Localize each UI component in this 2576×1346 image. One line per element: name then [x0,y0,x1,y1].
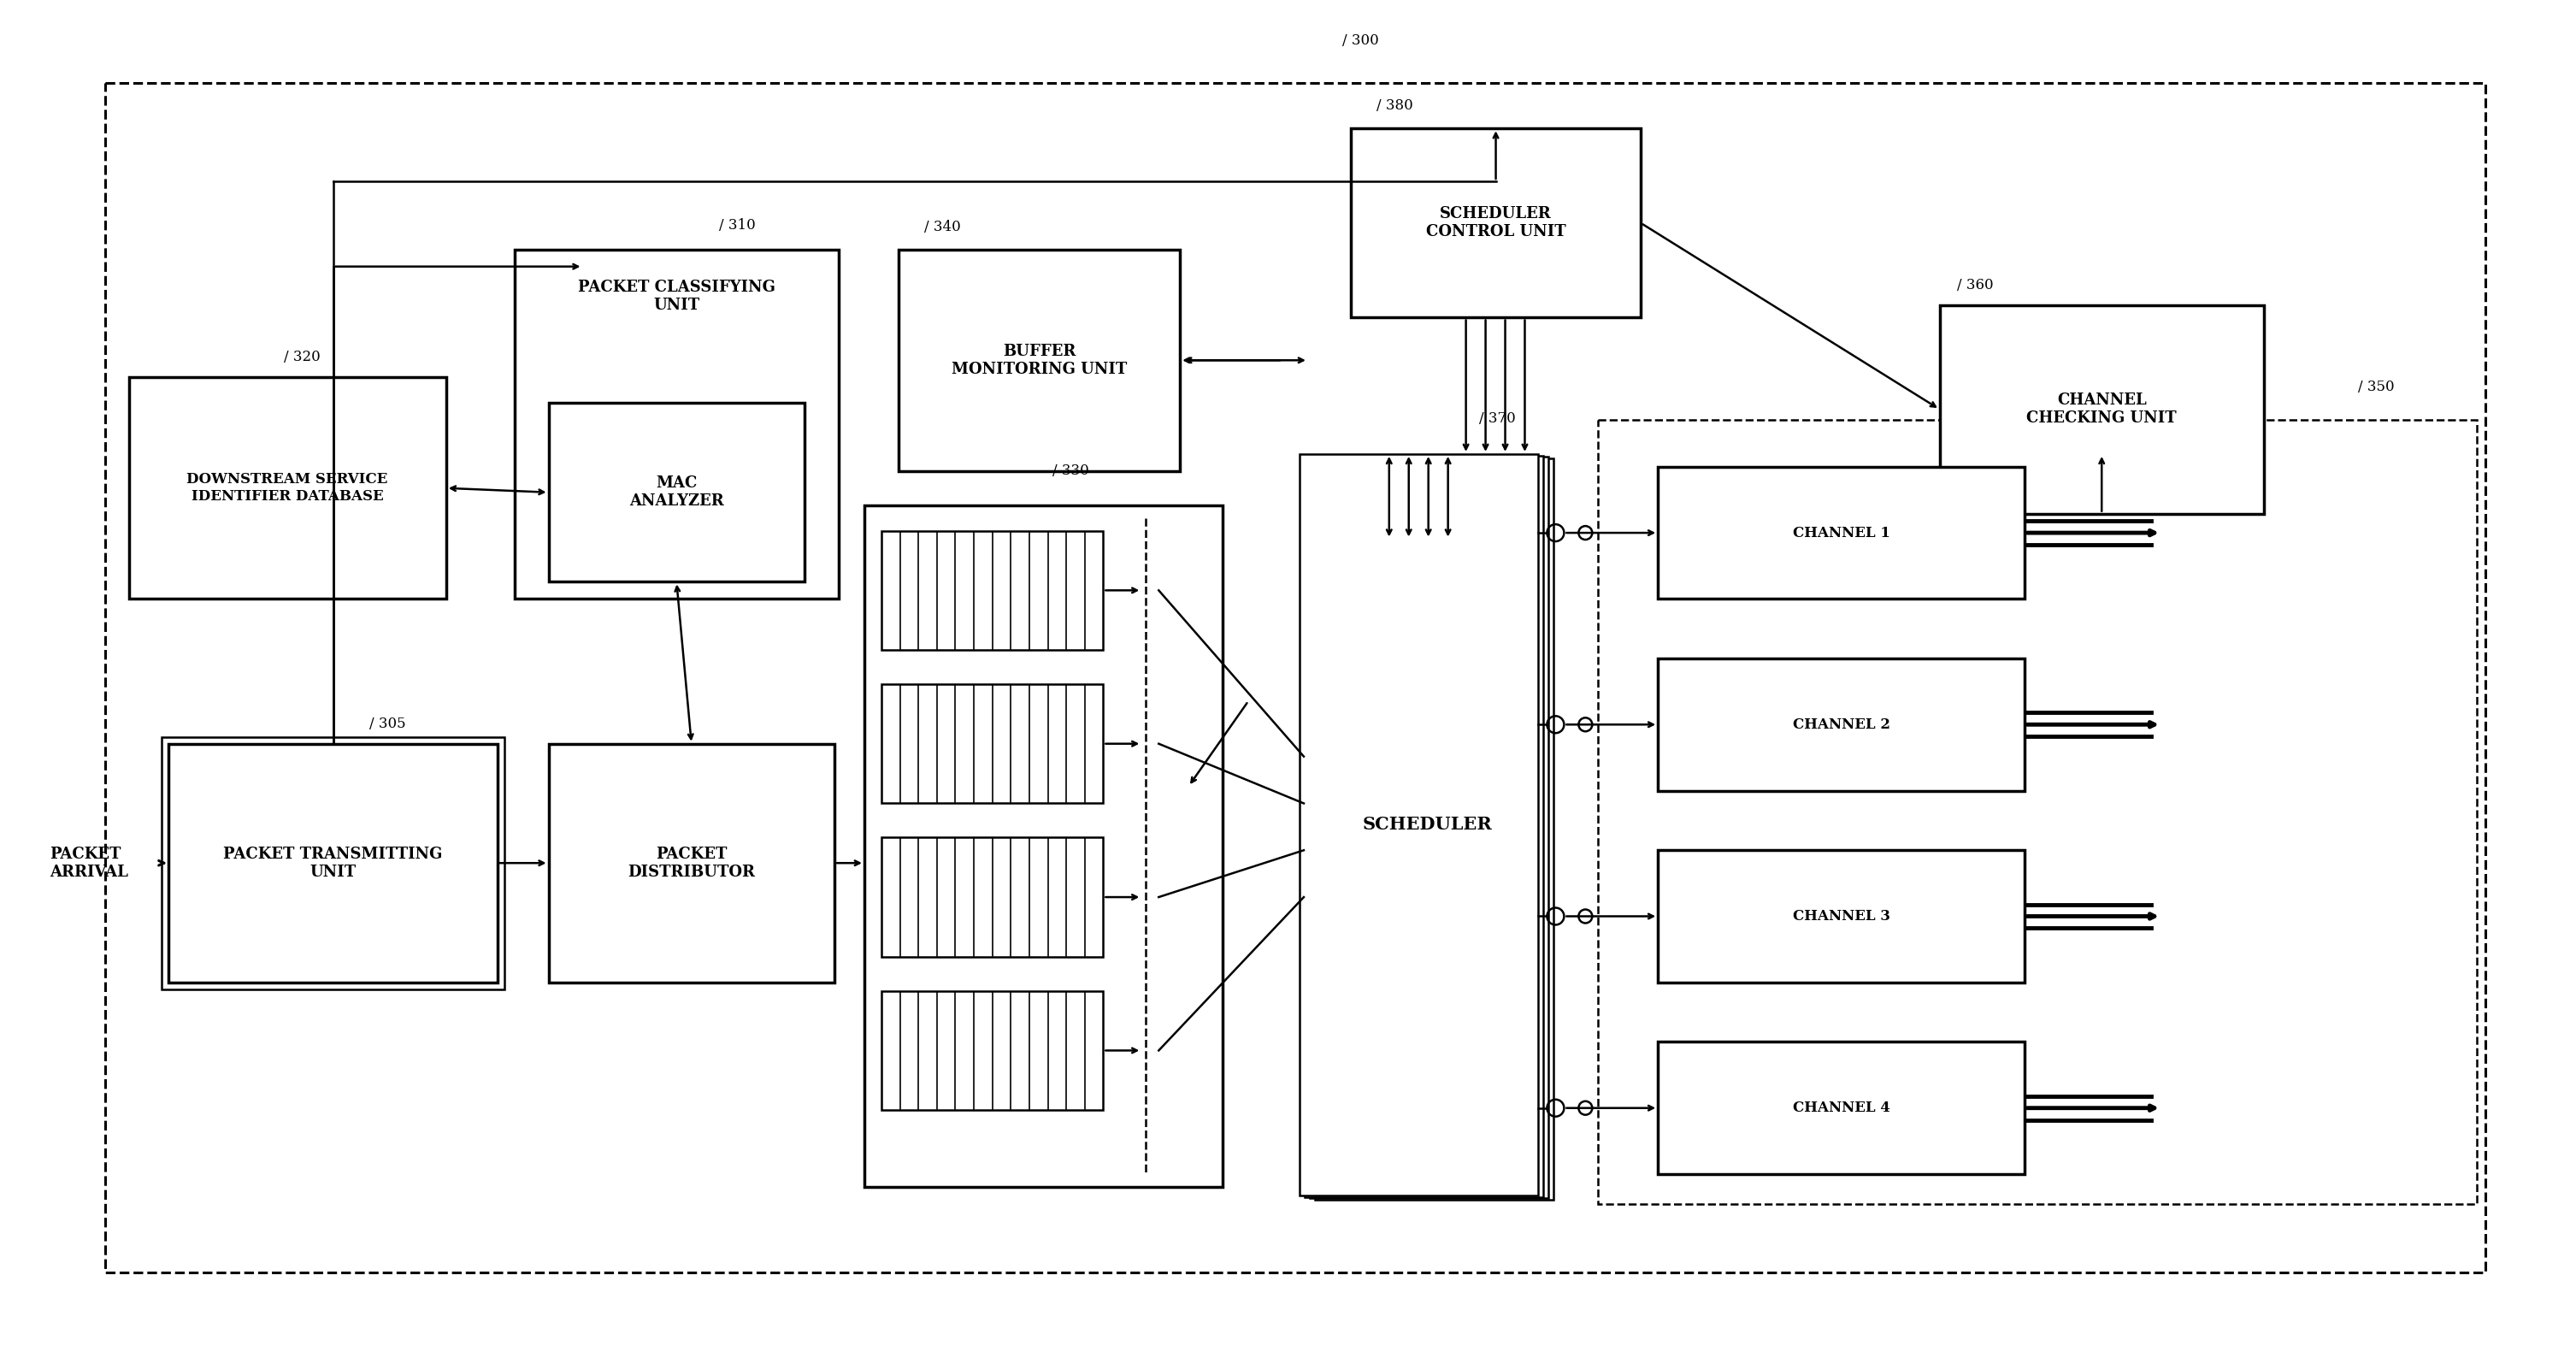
Bar [881,684,1103,804]
Bar [881,837,1103,957]
Bar [1659,467,2025,599]
Bar [881,530,1103,650]
Text: / 340: / 340 [925,219,961,234]
Text: SCHEDULER: SCHEDULER [1363,816,1492,833]
Text: CHANNEL 4: CHANNEL 4 [1793,1101,1891,1116]
Bar [899,249,1180,471]
Bar [1597,420,2478,1203]
Text: MAC
ANALYZER: MAC ANALYZER [629,475,724,509]
Text: / 330: / 330 [1051,463,1090,478]
Bar [1298,454,1538,1195]
Bar [515,249,840,599]
Bar [1659,658,2025,790]
Bar [1314,459,1553,1199]
Bar [106,83,2486,1272]
Text: / 370: / 370 [1479,412,1515,425]
Bar [549,744,835,983]
Bar [1659,851,2025,983]
Text: / 380: / 380 [1376,98,1412,113]
Text: / 350: / 350 [2357,380,2393,394]
Text: PACKET TRANSMITTING
UNIT: PACKET TRANSMITTING UNIT [224,847,443,880]
Bar [170,744,497,983]
Text: SCHEDULER
CONTROL UNIT: SCHEDULER CONTROL UNIT [1427,206,1566,240]
Bar [162,736,505,989]
Text: PACKET CLASSIFYING
UNIT: PACKET CLASSIFYING UNIT [577,280,775,314]
Bar [866,505,1224,1187]
Text: BUFFER
MONITORING UNIT: BUFFER MONITORING UNIT [951,343,1126,377]
Text: CHANNEL
CHECKING UNIT: CHANNEL CHECKING UNIT [2027,393,2177,425]
Text: CHANNEL 1: CHANNEL 1 [1793,525,1891,540]
Text: / 360: / 360 [1958,277,1994,292]
Bar [549,402,804,581]
Bar [1350,128,1641,318]
Bar [129,377,446,599]
Text: CHANNEL 3: CHANNEL 3 [1793,909,1891,923]
Text: / 320: / 320 [283,350,319,365]
Bar [881,991,1103,1110]
Text: / 305: / 305 [368,716,407,731]
Text: / 300: / 300 [1342,34,1378,47]
Bar [1303,455,1543,1197]
Text: DOWNSTREAM SERVICE
IDENTIFIER DATABASE: DOWNSTREAM SERVICE IDENTIFIER DATABASE [188,472,389,503]
Text: PACKET
ARRIVAL: PACKET ARRIVAL [49,847,129,880]
Bar [1940,306,2264,514]
Bar [1659,1042,2025,1174]
Text: CHANNEL 2: CHANNEL 2 [1793,717,1891,732]
Bar [1309,458,1548,1198]
Text: PACKET
DISTRIBUTOR: PACKET DISTRIBUTOR [629,847,755,880]
Text: / 310: / 310 [719,218,755,233]
